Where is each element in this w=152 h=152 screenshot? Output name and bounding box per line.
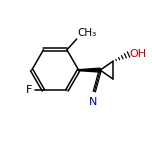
Text: CH₃: CH₃ xyxy=(78,28,97,38)
Polygon shape xyxy=(79,68,100,72)
Text: OH: OH xyxy=(130,50,147,59)
Text: F: F xyxy=(26,85,33,95)
Text: N: N xyxy=(89,97,97,107)
